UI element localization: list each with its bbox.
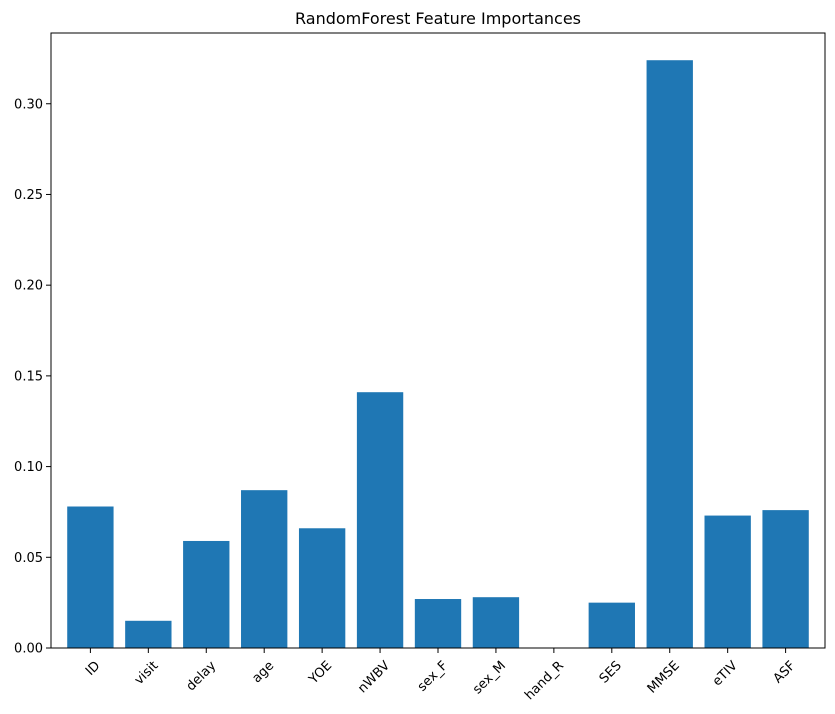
x-tick-label: nWBV — [355, 658, 393, 696]
bar-sex-f — [414, 599, 462, 648]
x-tick-label: SES — [597, 658, 625, 686]
bar-age — [241, 490, 288, 648]
bar-visit — [125, 620, 172, 648]
y-tick-label: 0.25 — [14, 188, 43, 203]
x-tick-label: visit — [132, 658, 162, 688]
plot-frame — [50, 32, 826, 649]
bar-etiv — [704, 515, 751, 648]
x-tick-label: sex_F — [415, 658, 451, 694]
bar-ses — [588, 602, 635, 648]
x-tick-label: hand_R — [522, 658, 567, 703]
bar-asf — [762, 510, 809, 648]
y-tick-label: 0.15 — [14, 369, 43, 384]
y-tick-label: 0.30 — [14, 97, 43, 112]
x-tick-label: sex_M — [470, 658, 509, 697]
y-tick-label: 0.00 — [14, 642, 43, 657]
bar-mmse — [646, 60, 693, 648]
bar-id — [67, 506, 114, 648]
x-tick-label: ASF — [771, 658, 799, 686]
y-tick-label: 0.05 — [14, 551, 43, 566]
bar-nwbv — [356, 392, 404, 648]
chart-title: RandomForest Feature Importances — [295, 9, 581, 28]
x-tick-label: eTIV — [710, 658, 741, 689]
y-tick-label: 0.10 — [14, 460, 43, 475]
x-tick-label: YOE — [306, 658, 335, 687]
y-tick-label: 0.20 — [14, 279, 43, 294]
x-axis: ID visit delay age YOE nWBV sex_F sex_M hand_R SE… — [83, 648, 799, 703]
y-axis: 0.00 0.05 0.10 0.15 0.20 0.25 0.30 — [14, 97, 51, 657]
bar-yoe — [298, 528, 346, 648]
plot-area — [67, 60, 809, 648]
bar-delay — [183, 540, 230, 648]
bar-sex-m — [472, 597, 520, 648]
x-tick-label: ID — [83, 658, 103, 678]
x-tick-label: age — [250, 658, 278, 686]
x-tick-label: MMSE — [645, 658, 683, 696]
x-tick-label: delay — [184, 658, 220, 694]
